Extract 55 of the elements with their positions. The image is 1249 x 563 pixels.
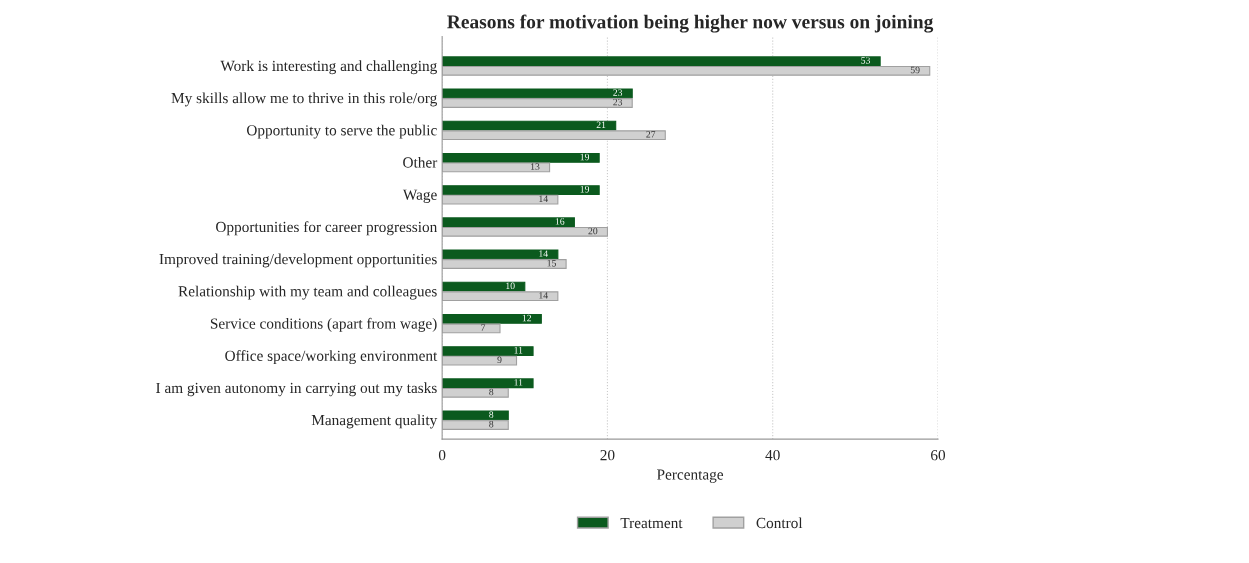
y-tick-label: Office space/working environment	[225, 350, 438, 365]
data-label: 16	[555, 218, 565, 225]
y-tick-label: Management quality	[311, 414, 438, 429]
data-label: 8	[489, 388, 494, 396]
data-label: 13	[530, 163, 540, 170]
y-tick-label: My skills allow me to thrive in this role/org	[171, 92, 437, 107]
bar	[442, 249, 559, 260]
bar	[442, 152, 600, 163]
data-label: 19	[580, 185, 590, 193]
data-label: 27	[646, 131, 656, 138]
y-tick-label: Opportunity to serve the public	[246, 124, 437, 139]
x-tick-label: 60	[931, 450, 946, 461]
data-label: 12	[522, 314, 532, 322]
data-label: 7	[481, 324, 486, 331]
x-axis-title: Percentage	[657, 469, 724, 483]
data-label: 14	[539, 250, 548, 257]
bar	[442, 185, 600, 195]
bar	[442, 120, 617, 131]
chart-title: Reasons for motivation being higher now versus on joining	[447, 14, 934, 33]
data-label: 14	[539, 195, 548, 202]
data-label: 8	[489, 420, 494, 428]
data-label: 15	[547, 259, 557, 267]
x-tick-label: 40	[765, 450, 780, 461]
data-label: 9	[497, 356, 502, 364]
x-tick-label: 0	[438, 450, 446, 461]
bar	[442, 217, 575, 228]
data-label: 21	[596, 121, 606, 128]
bar	[442, 313, 542, 324]
y-tick-label: Improved training/development opportunities	[159, 253, 437, 268]
y-tick-label: Wage	[402, 189, 437, 203]
bar	[442, 410, 509, 421]
data-label: 20	[588, 227, 598, 235]
y-tick-label: Opportunities for career progression	[216, 221, 438, 236]
x-tick-label: 20	[600, 450, 615, 461]
y-tick-label: Other	[403, 156, 438, 168]
data-label: 53	[861, 57, 871, 64]
data-label: 11	[514, 379, 523, 386]
data-label: 14	[539, 292, 548, 299]
data-label: 8	[489, 411, 494, 418]
bar	[442, 88, 633, 99]
y-tick-label: Relationship with my team and colleagues	[178, 285, 437, 300]
data-label: 23	[613, 98, 623, 106]
data-label: 23	[613, 89, 623, 96]
data-label: 59	[910, 66, 920, 74]
bar	[442, 378, 534, 389]
data-label: 11	[514, 346, 523, 354]
y-tick-label: Work is interesting and challenging	[220, 60, 437, 75]
y-tick-label: Service conditions (apart from wage)	[210, 317, 437, 332]
data-label: 10	[506, 282, 515, 290]
y-tick-label: I am given autonomy in carrying out my tasks	[156, 382, 437, 397]
data-label: 19	[580, 153, 590, 161]
bar	[442, 56, 881, 67]
legend-label: Control	[756, 517, 803, 529]
legend-label: Treatment	[620, 517, 683, 529]
bar	[442, 346, 534, 356]
